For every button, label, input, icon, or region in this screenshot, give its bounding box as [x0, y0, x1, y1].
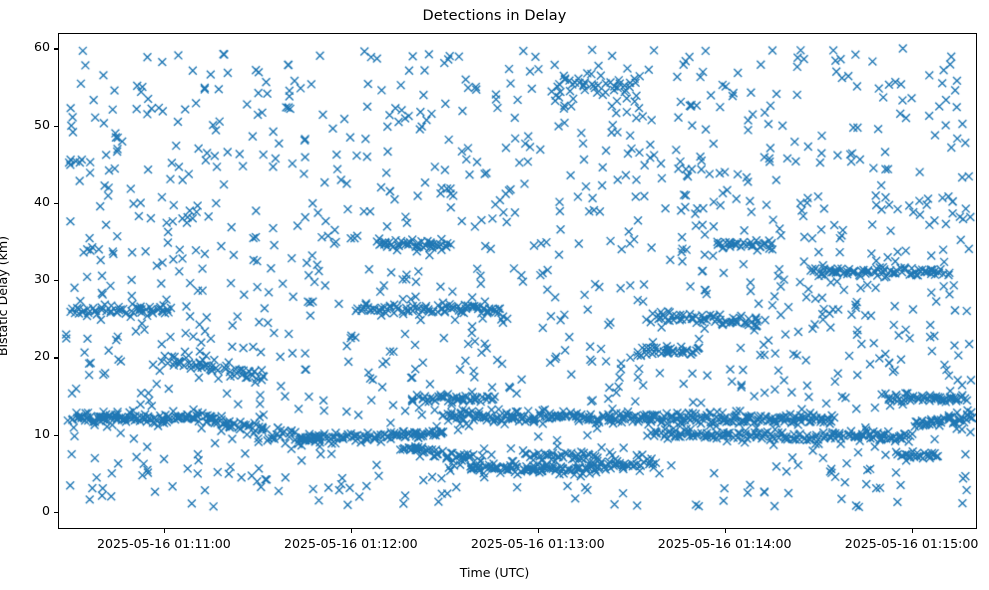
- x-tick-mark: [350, 529, 352, 533]
- x-tick-mark: [537, 529, 539, 533]
- x-tick-label: 2025-05-16 01:15:00: [844, 536, 979, 551]
- page-title: Detections in Delay: [422, 8, 567, 24]
- x-axis-label: Time (UTC): [459, 565, 530, 580]
- x-tick-mark: [724, 529, 726, 533]
- x-tick-mark: [911, 529, 913, 533]
- x-tick-label: 2025-05-16 01:11:00: [97, 536, 231, 551]
- y-tick-label: 40: [33, 193, 50, 209]
- y-tick-label: 20: [33, 348, 50, 364]
- y-axis-label: Bistatic Delay (km): [0, 235, 10, 357]
- scatter-plot-canvas: [59, 34, 976, 528]
- x-tick-mark: [163, 529, 166, 533]
- x-tick-label: 2025-05-16 01:14:00: [657, 536, 792, 551]
- y-tick-label: 50: [33, 116, 50, 132]
- y-tick-label: 60: [33, 39, 50, 55]
- y-tick-label: 30: [33, 271, 50, 287]
- x-tick-label: 2025-05-16 01:13:00: [470, 536, 605, 551]
- y-tick-label: 0: [41, 503, 50, 518]
- y-tick-label: 10: [33, 425, 50, 441]
- x-tick-label: 2025-05-16 01:12:00: [283, 536, 418, 551]
- plot-axes: [58, 33, 977, 529]
